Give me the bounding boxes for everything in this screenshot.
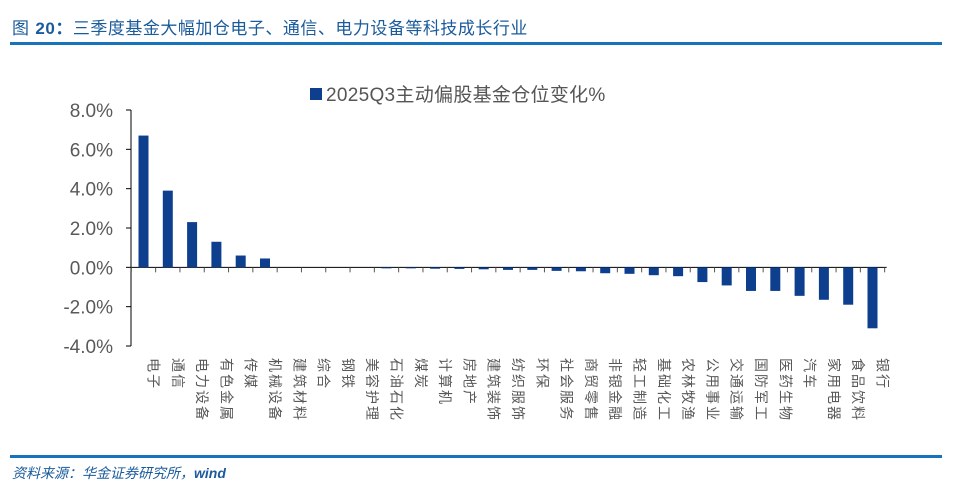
bar-14 xyxy=(454,267,465,269)
bar-16 xyxy=(503,267,513,270)
bar-31 xyxy=(867,267,878,329)
bar-24 xyxy=(697,267,708,283)
source-label: 资料来源：华金证券研究所， xyxy=(12,466,194,482)
x-category-label: 环保 xyxy=(533,358,549,390)
x-category-label: 轻工制造 xyxy=(631,358,647,422)
y-tick-label: 0.0% xyxy=(70,258,113,279)
x-category-label: 交通运输 xyxy=(728,358,745,422)
figure-title-prefix: 图 xyxy=(12,19,36,39)
x-category-label: 电力设备 xyxy=(193,358,210,422)
x-category-label: 医药生物 xyxy=(776,358,792,422)
bar-15 xyxy=(478,267,489,270)
bar-1 xyxy=(138,135,149,268)
bar-27 xyxy=(770,267,781,291)
bar-23 xyxy=(673,267,684,277)
x-category-label: 家用电器 xyxy=(825,358,842,422)
x-category-label: 社会服务 xyxy=(558,358,574,422)
x-category-label: 通信 xyxy=(169,358,185,390)
figure-title-text: 三季度基金大幅加仓电子、通信、电力设备等科技成长行业 xyxy=(72,19,528,39)
y-tick-label: -2.0% xyxy=(63,298,113,319)
x-category-label: 传媒 xyxy=(242,358,258,390)
bar-22 xyxy=(648,267,659,276)
bar-3 xyxy=(187,222,198,268)
x-category-label: 石油石化 xyxy=(388,358,404,422)
figure-title: 图 20：三季度基金大幅加仓电子、通信、电力设备等科技成长行业 xyxy=(12,14,528,39)
x-category-label: 食品饮料 xyxy=(849,358,866,422)
bar-28 xyxy=(794,267,805,296)
x-category-label: 有色金属 xyxy=(217,358,234,422)
x-category-label: 电子 xyxy=(145,358,161,390)
bar-2 xyxy=(162,190,173,268)
x-category-label: 计算机 xyxy=(436,358,452,406)
top-divider xyxy=(10,42,942,45)
x-category-label: 银行 xyxy=(874,358,890,390)
chart-legend: 2025Q3主动偏股基金仓位变化% xyxy=(310,80,606,107)
source-wind: wind xyxy=(194,465,226,481)
x-category-label: 国防军工 xyxy=(752,358,768,422)
x-category-label: 非银金融 xyxy=(606,358,622,422)
bar-30 xyxy=(843,267,854,305)
bar-12 xyxy=(405,267,416,269)
legend-swatch-icon xyxy=(310,87,322,100)
bar-21 xyxy=(624,267,635,274)
x-category-label: 建筑装饰 xyxy=(485,358,501,422)
bar-11 xyxy=(381,267,392,269)
bar-29 xyxy=(818,267,829,300)
x-category-label: 纺织服饰 xyxy=(509,358,525,422)
bottom-divider xyxy=(10,455,942,458)
legend-label: 2025Q3主动偏股基金仓位变化% xyxy=(326,85,606,106)
bar-18 xyxy=(551,267,562,271)
figure-number: 20： xyxy=(35,19,73,38)
x-category-label: 机械设备 xyxy=(266,358,283,422)
bar-5 xyxy=(235,255,246,268)
x-category-label: 综合 xyxy=(315,358,331,390)
bar-4 xyxy=(211,241,222,268)
y-tick-label: 4.0% xyxy=(70,180,113,201)
bar-26 xyxy=(746,267,756,291)
source-note: 资料来源：华金证券研究所，wind xyxy=(12,463,226,483)
y-tick-label: 8.0% xyxy=(70,101,113,122)
x-category-label: 公用事业 xyxy=(703,358,719,422)
bar-20 xyxy=(600,267,611,274)
bar-25 xyxy=(721,267,732,286)
y-tick-label: 6.0% xyxy=(70,140,113,161)
x-category-label: 汽车 xyxy=(801,358,818,390)
x-category-label: 建筑材料 xyxy=(290,358,306,422)
x-category-label: 农林牧渔 xyxy=(679,358,695,422)
x-category-label: 煤炭 xyxy=(412,358,428,390)
y-tick-label: 2.0% xyxy=(70,219,113,240)
x-category-label: 钢铁 xyxy=(339,358,355,390)
x-category-label: 美容护理 xyxy=(363,358,380,422)
bar-13 xyxy=(430,267,441,269)
x-category-label: 房地产 xyxy=(460,358,476,406)
y-tick-label: -4.0% xyxy=(63,337,113,358)
bar-6 xyxy=(260,258,270,268)
bar-17 xyxy=(527,267,538,270)
x-category-label: 基础化工 xyxy=(655,358,672,422)
x-category-label: 商贸零售 xyxy=(582,358,598,422)
bar-19 xyxy=(575,267,586,272)
